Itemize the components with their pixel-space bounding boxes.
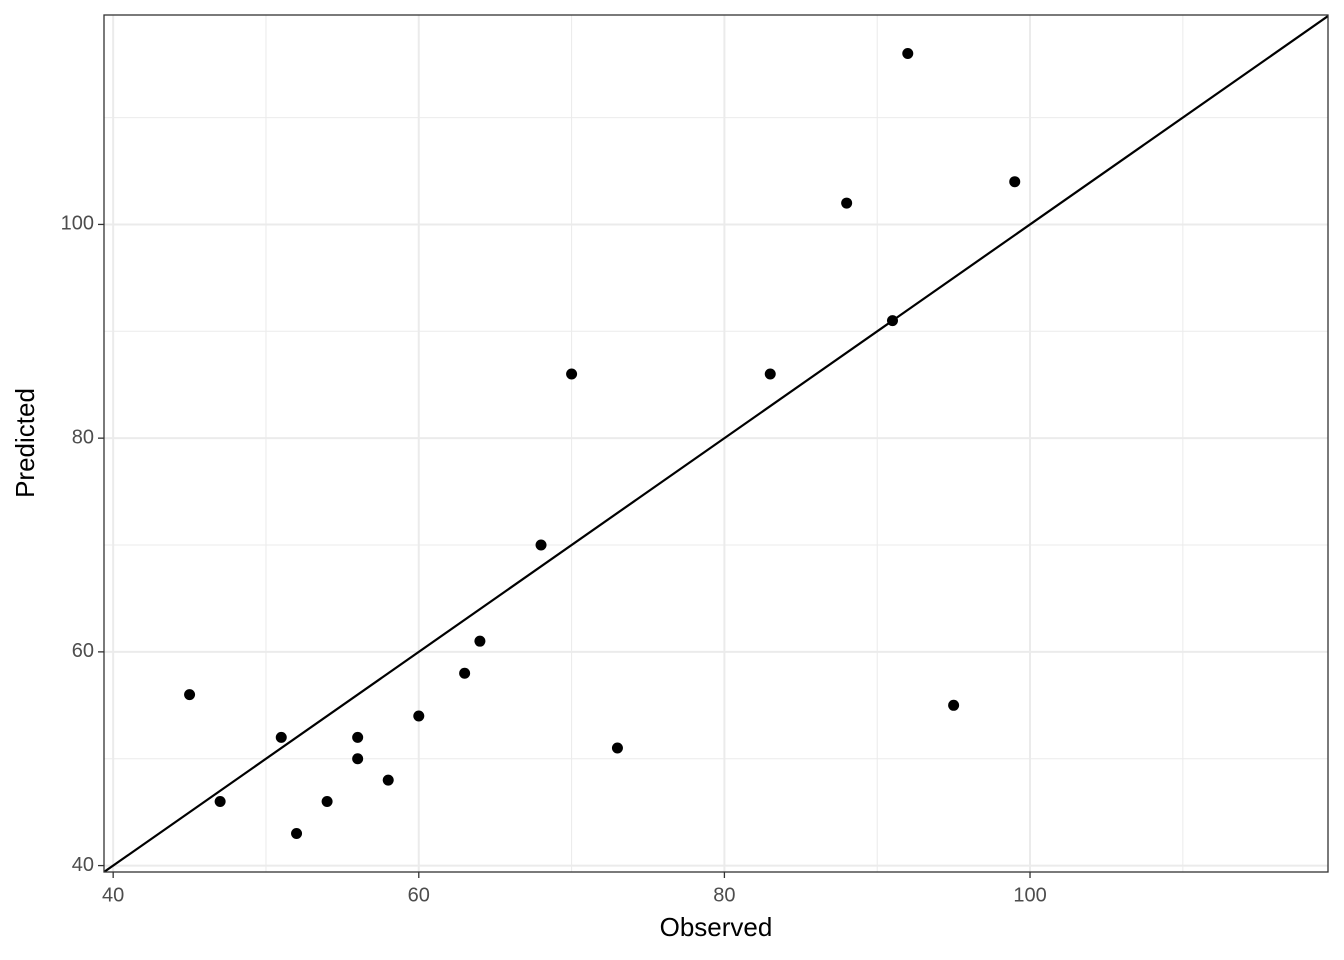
- point: [321, 795, 333, 807]
- point: [902, 47, 914, 59]
- point: [566, 368, 578, 380]
- x-tick-label: 60: [408, 884, 430, 906]
- point: [841, 197, 853, 209]
- point: [474, 635, 486, 647]
- y-tick-label: 100: [61, 213, 94, 235]
- point: [1009, 176, 1021, 188]
- x-tick-label: 100: [1013, 884, 1046, 906]
- y-tick-label: 80: [72, 426, 94, 448]
- y-tick-label: 40: [72, 854, 94, 876]
- point: [535, 539, 547, 551]
- point: [413, 710, 425, 722]
- point: [382, 774, 394, 786]
- reference-line: [104, 15, 1328, 872]
- x-axis-title: Observed: [660, 912, 773, 942]
- point: [459, 667, 471, 679]
- x-tick-label: 40: [102, 884, 124, 906]
- plot-area: [104, 15, 1328, 872]
- point: [611, 742, 623, 754]
- point: [764, 368, 776, 380]
- point: [184, 689, 196, 701]
- y-tick-label: 60: [72, 640, 94, 662]
- panel-border: [103, 14, 1329, 873]
- point: [291, 828, 303, 840]
- grid: [104, 15, 1328, 872]
- point: [214, 795, 226, 807]
- point: [352, 731, 364, 743]
- y-axis-title: Predicted: [10, 388, 40, 498]
- point: [275, 731, 287, 743]
- point: [948, 699, 960, 711]
- point: [352, 753, 364, 765]
- x-tick-label: 80: [713, 884, 735, 906]
